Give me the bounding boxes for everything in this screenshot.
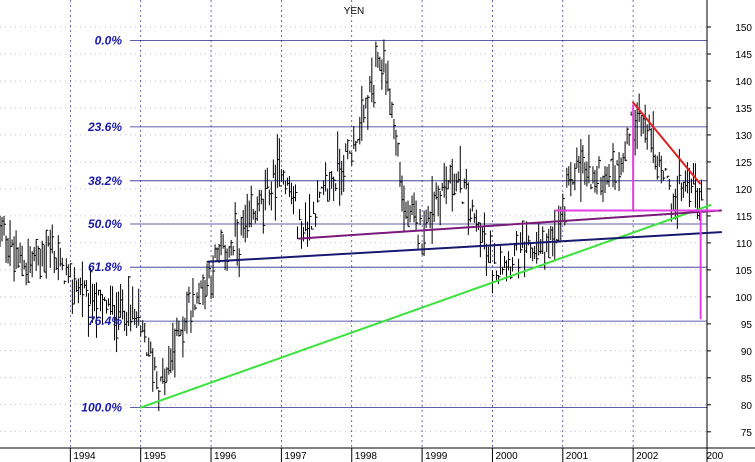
trend-line-red (632, 101, 701, 185)
fib-level-label: 0.0% (95, 33, 123, 47)
year-label: 1996 (214, 451, 237, 462)
axis-labels: 75 80 85 90 95 100 105 110 115 120 125 130 135 140 145… (69, 23, 753, 462)
price-tick-label: 115 (736, 212, 752, 223)
price-tick-label: 100 (735, 293, 752, 304)
price-tick-label: 140 (735, 77, 752, 88)
year-label: 1997 (284, 451, 307, 462)
year-label: 2001 (566, 451, 589, 462)
fib-level-label: 100.0% (81, 401, 122, 415)
price-tick-label: 75 (741, 428, 753, 439)
fib-level-label: 23.6% (87, 120, 122, 134)
year-label: 200 (706, 451, 723, 462)
price-bars (0, 39, 704, 412)
price-tick-label: 150 (735, 23, 752, 34)
price-tick-label: 125 (735, 158, 752, 169)
fib-level-label: 38.2% (88, 174, 122, 188)
price-tick-label: 95 (741, 320, 753, 331)
price-tick-label: 80 (741, 401, 753, 412)
price-tick-label: 110 (736, 239, 752, 250)
year-label: 1999 (425, 451, 448, 462)
trend-lines (139, 101, 723, 409)
year-label: 2002 (636, 451, 659, 462)
price-tick-label: 85 (741, 374, 753, 385)
price-tick-label: 135 (735, 104, 752, 115)
price-tick-label: 130 (735, 131, 752, 142)
year-label: 2000 (495, 451, 518, 462)
year-label: 1998 (355, 451, 378, 462)
fib-level-label: 76.4% (88, 314, 122, 328)
chart-title: YEN (344, 6, 365, 17)
fib-level-label: 61.8% (88, 260, 122, 274)
trend-line-navy (206, 231, 723, 263)
year-label: 1995 (144, 451, 167, 462)
price-tick-label: 145 (735, 50, 752, 61)
year-label: 1994 (73, 451, 96, 462)
price-tick-label: 105 (735, 266, 752, 277)
price-tick-label: 120 (735, 185, 752, 196)
price-tick-label: 90 (741, 347, 753, 358)
fib-level-label: 50.0% (88, 217, 122, 231)
trend-line-purple (297, 209, 723, 240)
